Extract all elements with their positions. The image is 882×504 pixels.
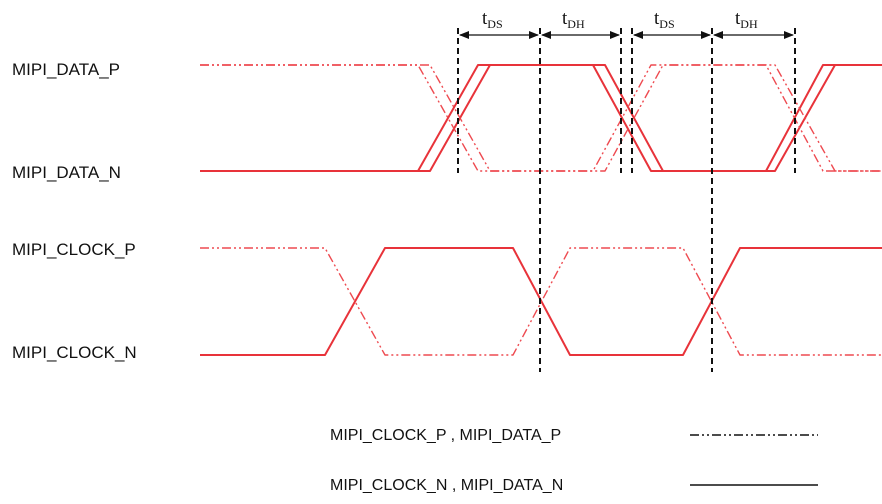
legend-dashed-label: MIPI_CLOCK_P , MIPI_DATA_P bbox=[330, 427, 561, 444]
label-tds-2: tDS bbox=[654, 8, 675, 31]
label-tds-1: tDS bbox=[482, 8, 503, 31]
legend-solid-label: MIPI_CLOCK_N , MIPI_DATA_N bbox=[330, 477, 563, 494]
waveform-data-n-inner bbox=[200, 64, 882, 172]
waveform-data-p bbox=[200, 64, 882, 172]
waveform-data-p-inner bbox=[200, 64, 882, 172]
label-tdh-2: tDH bbox=[735, 8, 758, 31]
waveform-clock-p bbox=[200, 247, 882, 356]
label-mipi-data-n: MIPI_DATA_N bbox=[12, 163, 121, 182]
label-mipi-data-p: MIPI_DATA_P bbox=[12, 60, 120, 79]
label-mipi-clock-n: MIPI_CLOCK_N bbox=[12, 343, 137, 362]
label-tdh-1: tDH bbox=[562, 8, 585, 31]
label-mipi-clock-p: MIPI_CLOCK_P bbox=[12, 240, 136, 259]
